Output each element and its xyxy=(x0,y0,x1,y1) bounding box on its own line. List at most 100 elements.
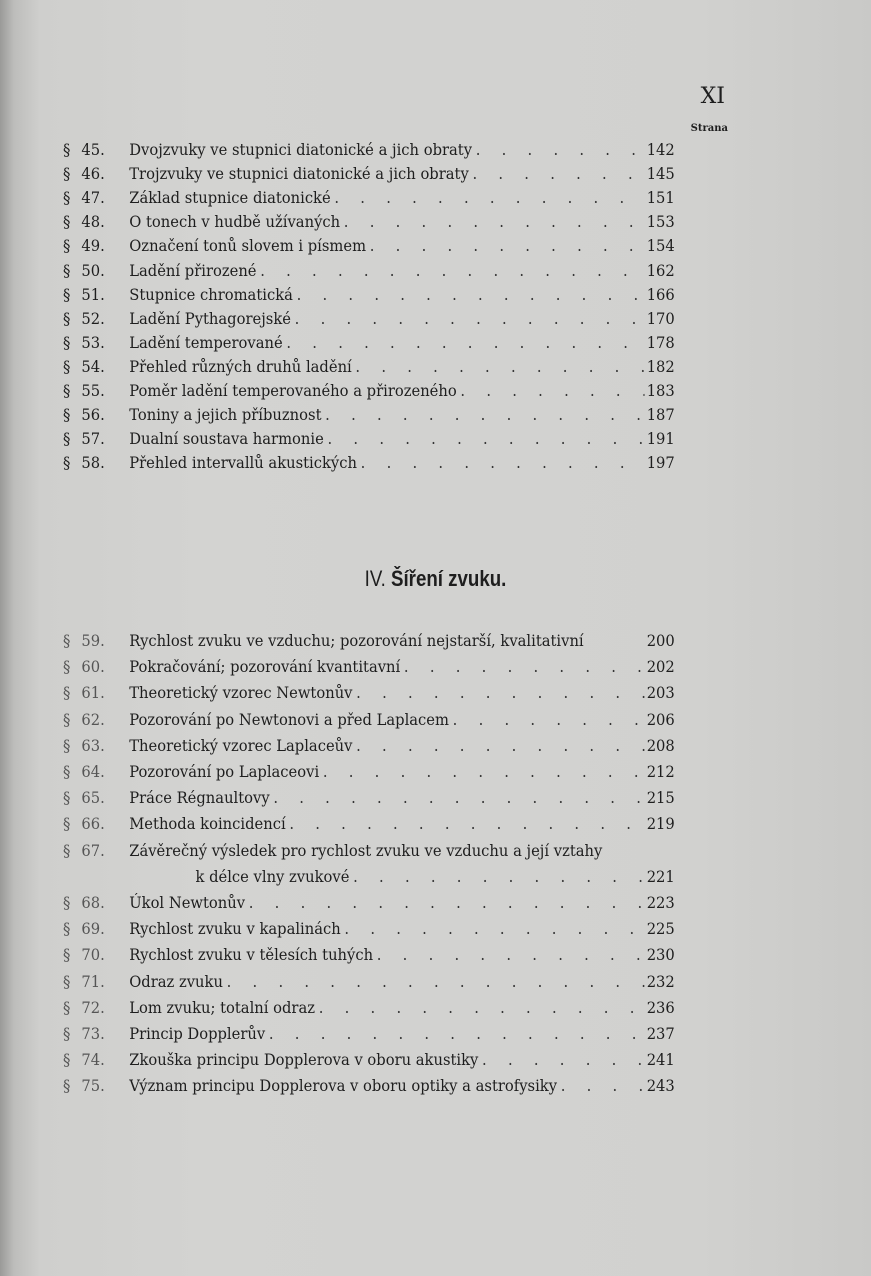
entry-title: Zkouška principu Dopplerova v oboru akus… xyxy=(129,1050,479,1070)
page-number: XI xyxy=(700,84,725,109)
section-number: 71. xyxy=(81,971,105,991)
dot-leader: . . . . . . . . . . . . . . . . . . . . … xyxy=(260,260,645,280)
entry-title: Význam principu Dopplerova v oboru optik… xyxy=(129,1076,558,1096)
section-number: 58. xyxy=(81,453,105,473)
page-ref: 243 xyxy=(646,1076,675,1096)
section-number: 69. xyxy=(81,919,105,939)
section-number: 70. xyxy=(81,945,105,965)
dot-leader: . . . . . . . . . . . . . . . . . . . . … xyxy=(248,893,645,912)
section-sign: § xyxy=(63,188,71,208)
entry-title: Princip Dopplerův xyxy=(129,1024,266,1043)
page-ref: 230 xyxy=(646,945,675,965)
page-ref: 154 xyxy=(646,236,675,256)
entry-title: Trojzvuky ve stupnici diatonické a jich … xyxy=(129,164,469,184)
toc-entry: § 49. Označení tonů slovem i písmem . . . … xyxy=(63,236,675,258)
page-ref: 236 xyxy=(646,997,675,1017)
page-ref: 183 xyxy=(646,381,675,400)
page-ref: 232 xyxy=(646,971,675,991)
dot-leader: . . . . . . . . . . . . . . . . . . . . … xyxy=(273,788,645,808)
section-number: 47. xyxy=(81,188,105,208)
section-number: 68. xyxy=(81,893,105,912)
section-sign: § xyxy=(63,709,71,729)
section-sign: § xyxy=(63,405,71,425)
section-number: 45. xyxy=(81,140,105,159)
entry-title: Přehled intervallů akustických xyxy=(129,453,357,473)
page-ref: 191 xyxy=(646,429,675,449)
entry-title: Pozorování po Newtonovi a před Laplacem xyxy=(129,709,449,729)
dot-leader: . . . . . . . . . . . . . . . . . . . . … xyxy=(322,762,645,781)
page-ref: 225 xyxy=(646,919,675,939)
toc-entry: § 48. O tonech v hudbě užívaných . . . . .… xyxy=(63,212,675,234)
entry-title: Pozorování po Laplaceovi xyxy=(129,762,320,781)
toc-entry: § 75. Význam principu Dopplerova v oboru o… xyxy=(63,1076,675,1098)
page-ref: 203 xyxy=(646,683,675,703)
section-number: 67. xyxy=(81,840,105,860)
entry-title: Toniny a jejich příbuznost xyxy=(129,405,322,425)
dot-leader: . . . . . . . . . . . . . . . . . . . . … xyxy=(226,971,645,991)
page-ref: 142 xyxy=(646,140,675,159)
entry-title: Dvojzvuky ve stupnici diatonické a jich … xyxy=(129,140,473,159)
dot-leader: . . . . . . . . . . . . . . . . . . . . … xyxy=(343,212,645,232)
entry-title: Odraz zvuku xyxy=(129,971,223,991)
dot-leader: . . . . . . . . . . . . . . . . . . . . … xyxy=(472,164,644,184)
section-sign: § xyxy=(63,1050,71,1070)
toc-entry: § 68. Úkol Newtonův . . . . . . . . . . . … xyxy=(63,893,675,915)
page-column-header: Strana xyxy=(690,123,728,134)
section-sign: § xyxy=(63,840,71,860)
section-sign: § xyxy=(63,1024,71,1043)
section-number: 60. xyxy=(81,657,105,677)
section-sign: § xyxy=(63,683,71,703)
section-number: 48. xyxy=(81,212,105,232)
entry-title: Práce Régnaultovy xyxy=(129,788,270,808)
section-sign: § xyxy=(63,429,71,449)
entry-title: Pokračování; pozorování kvantitavní xyxy=(129,657,401,677)
dot-leader: . . . . . . . . . . . . . . . . . . . . … xyxy=(403,657,645,677)
page-ref: 153 xyxy=(646,212,675,232)
toc-entry: § 73. Princip Dopplerův . . . . . . . . . … xyxy=(63,1024,675,1046)
toc-entry: § 62. Pozorování po Newtonovi a před Lapla… xyxy=(63,710,675,732)
section-sign: § xyxy=(63,631,71,650)
toc-entry: § 71. Odraz zvuku . . . . . . . . . . . . … xyxy=(63,972,675,994)
dot-leader: . . . . . . . . . . . . . . . . . . . . … xyxy=(355,356,644,376)
toc-entry: § 61. Theoretický vzorec Newtonův . . . . … xyxy=(63,683,675,705)
page-ref: 206 xyxy=(646,709,675,729)
section-number: 54. xyxy=(81,356,105,376)
section-number: 55. xyxy=(81,381,105,400)
dot-leader: . . . . . . . . . . . . . . . . . . . . … xyxy=(475,140,645,159)
section-sign: § xyxy=(63,657,71,677)
page-ref: 237 xyxy=(646,1024,675,1043)
section-sign: § xyxy=(63,735,71,755)
dot-leader: . . . . . . . . . . . . . . . . . . . . … xyxy=(560,1076,645,1096)
dot-leader: . . . . . . . . . . . . . . . . . . . . … xyxy=(268,1024,645,1043)
dot-leader: . . . . . . . . . . . . . . . . . . . . … xyxy=(286,332,644,352)
entry-title: Theoretický vzorec Laplaceův xyxy=(129,735,353,755)
toc-entry: § 55. Poměr ladění temperovaného a přiroze… xyxy=(63,381,675,403)
dot-leader: . . . . . . . . . . . . . . . . . . . . … xyxy=(360,453,645,473)
toc-entry: § 72. Lom zvuku; totalní odraz . . . . . .… xyxy=(63,998,675,1020)
page-ref: 182 xyxy=(646,356,675,376)
toc-entry: § 65. Práce Régnaultovy . . . . . . . . . … xyxy=(63,788,675,810)
toc-entry: § 54. Přehled různých druhů ladění . . . .… xyxy=(63,357,675,379)
section-number: 63. xyxy=(81,735,105,755)
entry-title: Stupnice chromatická xyxy=(129,284,293,304)
toc-entry: § 56. Toniny a jejich příbuznost . . . . .… xyxy=(63,405,675,427)
section-sign: § xyxy=(63,332,71,352)
entry-title: Lom zvuku; totalní odraz xyxy=(129,997,316,1017)
toc-entry: § 46. Trojzvuky ve stupnici diatonické a j… xyxy=(63,164,675,186)
toc-entry: § 52. Ladění Pythagorejské . . . . . . . .… xyxy=(63,309,675,331)
page-ref: 151 xyxy=(646,188,675,208)
section-number: 49. xyxy=(81,236,105,256)
toc-entry: § 69. Rychlost zvuku v kapalinách . . . . … xyxy=(63,919,675,941)
dot-leader: . . . . . . . . . . . . . . . . . . . . … xyxy=(327,429,644,449)
section-number: 57. xyxy=(81,429,105,449)
section-number: 72. xyxy=(81,997,105,1017)
toc-entry: § 60. Pokračování; pozorování kvantitavní … xyxy=(63,657,675,679)
page-ref: 178 xyxy=(646,332,675,352)
section-sign: § xyxy=(63,164,71,184)
section-sign: § xyxy=(63,212,71,232)
page-ref: 187 xyxy=(646,405,675,425)
entry-title: O tonech v hudbě užívaných xyxy=(129,212,341,232)
section-number: 50. xyxy=(81,260,105,280)
section-number: 56. xyxy=(81,405,105,425)
section-number: 61. xyxy=(81,683,105,703)
